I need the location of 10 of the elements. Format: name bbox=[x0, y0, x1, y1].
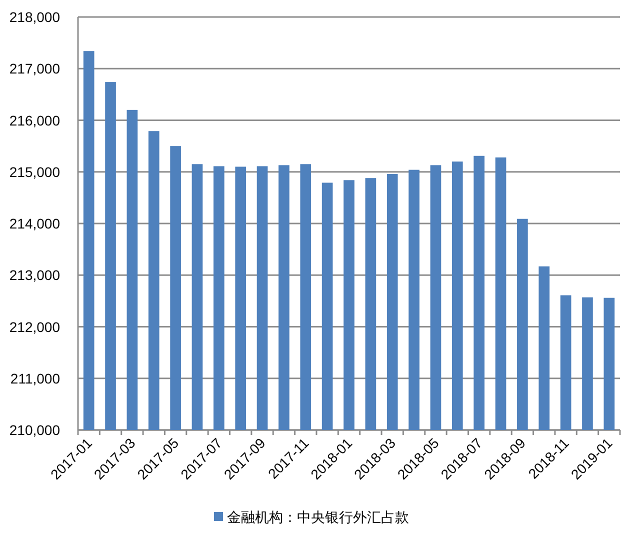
y-tick-label: 212,000 bbox=[9, 318, 60, 335]
legend-label: 金融机构：中央银行外汇占款 bbox=[227, 509, 409, 525]
y-tick-label: 213,000 bbox=[9, 267, 60, 284]
y-tick-label: 210,000 bbox=[9, 422, 60, 438]
y-tick-label: 218,000 bbox=[9, 9, 60, 25]
y-tick-label: 215,000 bbox=[9, 164, 60, 180]
y-tick-label: 211,000 bbox=[10, 370, 60, 386]
y-tick-label: 217,000 bbox=[9, 60, 60, 77]
y-tick-label: 216,000 bbox=[9, 112, 60, 128]
y-tick-label: 214,000 bbox=[9, 216, 60, 232]
